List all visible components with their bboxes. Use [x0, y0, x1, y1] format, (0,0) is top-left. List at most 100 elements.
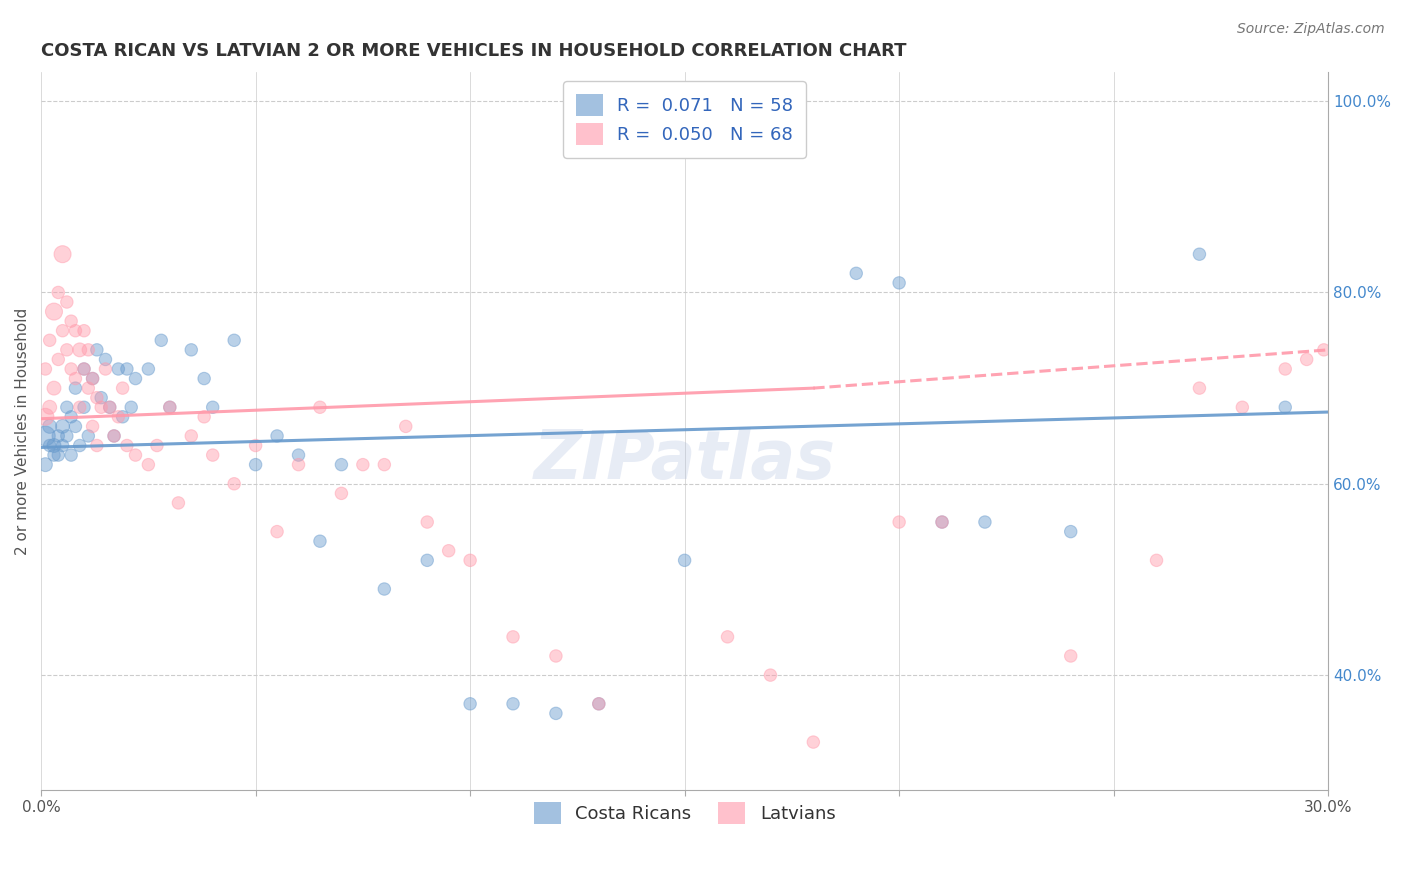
Point: [98, 401, 121, 415]
Point: [77, 429, 100, 443]
Point: [107, 362, 129, 376]
Point: [82, 371, 104, 385]
Point: [82, 419, 104, 434]
Point: [138, 362, 160, 376]
Point: [51, 247, 73, 261]
Point: [73, 324, 96, 338]
Point: [416, 553, 439, 567]
Point: [1274, 401, 1296, 415]
Point: [56, 429, 79, 443]
Point: [65, 419, 87, 434]
Point: [266, 429, 288, 443]
Point: [82, 371, 104, 385]
Point: [1188, 247, 1211, 261]
Point: [458, 553, 481, 567]
Point: [352, 458, 374, 472]
Point: [416, 515, 439, 529]
Point: [86, 438, 108, 452]
Point: [201, 448, 224, 462]
Point: [1313, 343, 1336, 357]
Point: [60, 448, 83, 462]
Point: [159, 401, 181, 415]
Point: [287, 458, 309, 472]
Text: Source: ZipAtlas.com: Source: ZipAtlas.com: [1237, 22, 1385, 37]
Point: [86, 391, 108, 405]
Point: [124, 448, 146, 462]
Point: [42, 304, 65, 318]
Point: [42, 448, 65, 462]
Point: [673, 553, 696, 567]
Point: [146, 438, 169, 452]
Point: [42, 381, 65, 395]
Point: [1060, 648, 1083, 663]
Point: [51, 419, 73, 434]
Point: [69, 401, 91, 415]
Point: [1295, 352, 1317, 367]
Point: [46, 285, 69, 300]
Text: ZIPatlas: ZIPatlas: [534, 427, 835, 493]
Point: [801, 735, 824, 749]
Point: [1060, 524, 1083, 539]
Point: [56, 343, 79, 357]
Point: [502, 630, 524, 644]
Point: [65, 381, 87, 395]
Point: [502, 697, 524, 711]
Point: [56, 401, 79, 415]
Point: [167, 496, 190, 510]
Point: [245, 458, 267, 472]
Point: [138, 458, 160, 472]
Point: [159, 401, 181, 415]
Point: [544, 706, 567, 721]
Point: [201, 401, 224, 415]
Point: [60, 362, 83, 376]
Point: [716, 630, 738, 644]
Point: [588, 697, 610, 711]
Point: [845, 266, 868, 280]
Point: [65, 371, 87, 385]
Point: [1274, 362, 1296, 376]
Y-axis label: 2 or more Vehicles in Household: 2 or more Vehicles in Household: [15, 308, 30, 555]
Point: [588, 697, 610, 711]
Point: [180, 429, 202, 443]
Point: [90, 391, 112, 405]
Point: [309, 534, 332, 549]
Point: [34, 362, 56, 376]
Point: [1188, 381, 1211, 395]
Point: [60, 409, 83, 424]
Point: [107, 409, 129, 424]
Point: [193, 409, 215, 424]
Point: [759, 668, 782, 682]
Point: [60, 314, 83, 328]
Legend: Costa Ricans, Latvians: Costa Ricans, Latvians: [523, 791, 846, 835]
Point: [395, 419, 418, 434]
Text: COSTA RICAN VS LATVIAN 2 OR MORE VEHICLES IN HOUSEHOLD CORRELATION CHART: COSTA RICAN VS LATVIAN 2 OR MORE VEHICLE…: [41, 42, 907, 60]
Point: [330, 458, 353, 472]
Point: [111, 381, 134, 395]
Point: [1146, 553, 1168, 567]
Point: [309, 401, 332, 415]
Point: [103, 429, 125, 443]
Point: [46, 352, 69, 367]
Point: [98, 401, 121, 415]
Point: [245, 438, 267, 452]
Point: [287, 448, 309, 462]
Point: [38, 333, 60, 347]
Point: [34, 409, 56, 424]
Point: [974, 515, 997, 529]
Point: [73, 362, 96, 376]
Point: [180, 343, 202, 357]
Point: [224, 476, 246, 491]
Point: [51, 324, 73, 338]
Point: [887, 276, 910, 290]
Point: [38, 401, 60, 415]
Point: [38, 419, 60, 434]
Point: [56, 295, 79, 310]
Point: [193, 371, 215, 385]
Point: [42, 438, 65, 452]
Point: [373, 458, 395, 472]
Point: [46, 448, 69, 462]
Point: [266, 524, 288, 539]
Point: [115, 438, 138, 452]
Point: [73, 401, 96, 415]
Point: [94, 352, 117, 367]
